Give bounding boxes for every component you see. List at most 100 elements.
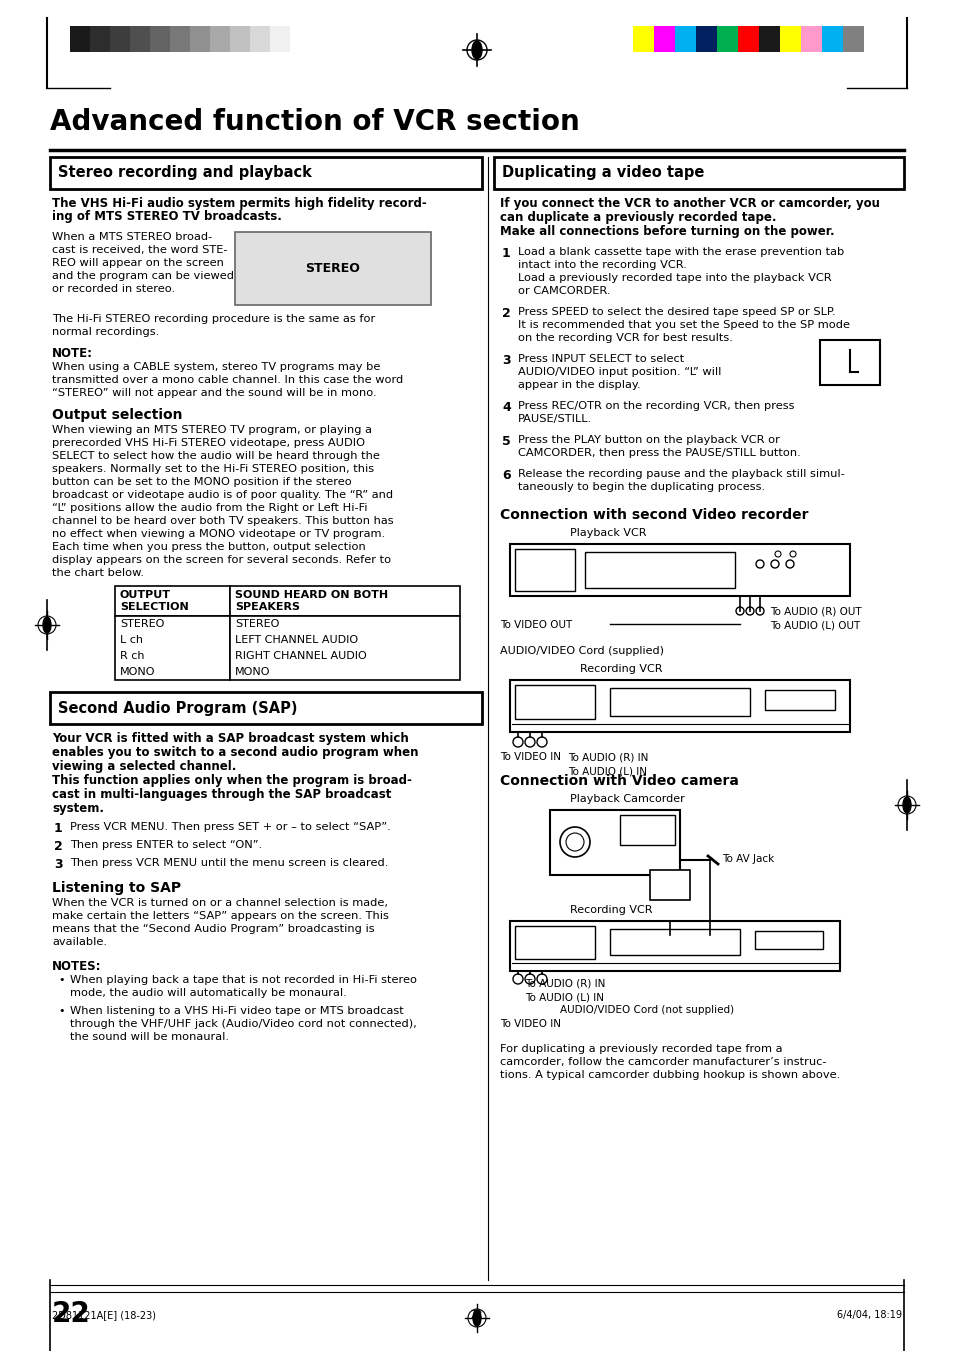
Text: 2: 2 bbox=[501, 307, 510, 320]
Text: the sound will be monaural.: the sound will be monaural. bbox=[70, 1032, 229, 1042]
Text: Stereo recording and playback: Stereo recording and playback bbox=[58, 166, 312, 181]
Text: STEREO: STEREO bbox=[305, 262, 360, 274]
Ellipse shape bbox=[559, 827, 589, 857]
Text: the chart below.: the chart below. bbox=[52, 567, 144, 578]
Text: 3: 3 bbox=[54, 858, 63, 871]
Text: For duplicating a previously recorded tape from a: For duplicating a previously recorded ta… bbox=[499, 1044, 781, 1054]
Text: cast is received, the word STE-: cast is received, the word STE- bbox=[52, 245, 227, 255]
Text: Release the recording pause and the playback still simul-: Release the recording pause and the play… bbox=[517, 469, 843, 480]
Text: 5: 5 bbox=[501, 435, 510, 449]
Text: Playback Camcorder: Playback Camcorder bbox=[569, 794, 684, 804]
Bar bbox=[210, 26, 230, 51]
Bar bbox=[115, 586, 230, 616]
Text: through the VHF/UHF jack (Audio/Video cord not connected),: through the VHF/UHF jack (Audio/Video co… bbox=[70, 1019, 416, 1029]
Bar bbox=[290, 26, 310, 51]
Text: Load a previously recorded tape into the playback VCR: Load a previously recorded tape into the… bbox=[517, 273, 831, 282]
Text: •: • bbox=[58, 1006, 65, 1016]
Bar bbox=[654, 26, 675, 51]
Text: viewing a selected channel.: viewing a selected channel. bbox=[52, 761, 236, 773]
Text: The VHS Hi-Fi audio system permits high fidelity record-: The VHS Hi-Fi audio system permits high … bbox=[52, 197, 426, 209]
Text: To AUDIO (L) OUT: To AUDIO (L) OUT bbox=[769, 620, 860, 630]
Bar bbox=[190, 26, 210, 51]
Text: no effect when viewing a MONO videotape or TV program.: no effect when viewing a MONO videotape … bbox=[52, 530, 385, 539]
Bar bbox=[820, 340, 879, 385]
Bar bbox=[584, 553, 734, 588]
Text: Press SPEED to select the desired tape speed SP or SLP.: Press SPEED to select the desired tape s… bbox=[517, 307, 835, 317]
Text: camcorder, follow the camcorder manufacturer’s instruc-: camcorder, follow the camcorder manufact… bbox=[499, 1056, 825, 1067]
Text: appear in the display.: appear in the display. bbox=[517, 380, 640, 390]
Text: Each time when you press the button, output selection: Each time when you press the button, out… bbox=[52, 542, 365, 553]
Bar bbox=[754, 931, 822, 948]
Bar bbox=[515, 925, 595, 959]
Text: To VIDEO OUT: To VIDEO OUT bbox=[499, 620, 572, 630]
Text: To AV Jack: To AV Jack bbox=[721, 854, 774, 865]
Bar bbox=[234, 232, 431, 305]
Bar bbox=[550, 811, 679, 875]
Text: If you connect the VCR to another VCR or camcorder, you: If you connect the VCR to another VCR or… bbox=[499, 197, 879, 209]
Text: system.: system. bbox=[52, 802, 104, 815]
Bar bbox=[821, 26, 842, 51]
Text: LEFT CHANNEL AUDIO: LEFT CHANNEL AUDIO bbox=[234, 635, 357, 644]
Text: Duplicating a video tape: Duplicating a video tape bbox=[501, 166, 703, 181]
Text: AUDIO/VIDEO Cord (not supplied): AUDIO/VIDEO Cord (not supplied) bbox=[559, 1005, 734, 1015]
Bar bbox=[494, 157, 903, 189]
Text: intact into the recording VCR.: intact into the recording VCR. bbox=[517, 259, 686, 270]
Bar bbox=[759, 26, 780, 51]
Bar bbox=[649, 870, 689, 900]
Text: NOTE:: NOTE: bbox=[52, 347, 92, 359]
Text: or recorded in stereo.: or recorded in stereo. bbox=[52, 284, 175, 295]
Text: MONO: MONO bbox=[120, 667, 155, 677]
Bar bbox=[619, 815, 675, 844]
Bar bbox=[510, 921, 840, 971]
Text: display appears on the screen for several seconds. Refer to: display appears on the screen for severa… bbox=[52, 555, 391, 565]
Text: To VIDEO IN: To VIDEO IN bbox=[499, 1019, 560, 1029]
Bar bbox=[50, 157, 481, 189]
Text: 6/4/04, 18:19: 6/4/04, 18:19 bbox=[836, 1310, 901, 1320]
Bar bbox=[738, 26, 759, 51]
Text: When playing back a tape that is not recorded in Hi-Fi stereo: When playing back a tape that is not rec… bbox=[70, 975, 416, 985]
Text: OUTPUT
SELECTION: OUTPUT SELECTION bbox=[120, 590, 189, 612]
Bar bbox=[780, 26, 801, 51]
Text: AUDIO/VIDEO input position. “L” will: AUDIO/VIDEO input position. “L” will bbox=[517, 367, 720, 377]
Bar bbox=[50, 692, 481, 724]
Bar bbox=[609, 688, 749, 716]
Text: To VIDEO IN: To VIDEO IN bbox=[499, 753, 560, 762]
Text: channel to be heard over both TV speakers. This button has: channel to be heard over both TV speaker… bbox=[52, 516, 394, 526]
Text: ing of MTS STEREO TV broadcasts.: ing of MTS STEREO TV broadcasts. bbox=[52, 209, 281, 223]
Text: speakers. Normally set to the Hi-Fi STEREO position, this: speakers. Normally set to the Hi-Fi STER… bbox=[52, 463, 374, 474]
Bar bbox=[150, 26, 170, 51]
Bar bbox=[115, 616, 230, 680]
Text: RIGHT CHANNEL AUDIO: RIGHT CHANNEL AUDIO bbox=[234, 651, 366, 661]
Text: transmitted over a mono cable channel. In this case the word: transmitted over a mono cable channel. I… bbox=[52, 376, 403, 385]
Text: CAMCORDER, then press the PAUSE/STILL button.: CAMCORDER, then press the PAUSE/STILL bu… bbox=[517, 449, 800, 458]
Text: This function applies only when the program is broad-: This function applies only when the prog… bbox=[52, 774, 412, 788]
Text: make certain the letters “SAP” appears on the screen. This: make certain the letters “SAP” appears o… bbox=[52, 911, 389, 921]
Text: When the VCR is turned on or a channel selection is made,: When the VCR is turned on or a channel s… bbox=[52, 898, 388, 908]
Text: 6: 6 bbox=[501, 469, 510, 482]
Text: Load a blank cassette tape with the erase prevention tab: Load a blank cassette tape with the eras… bbox=[517, 247, 843, 257]
Text: prerecorded VHS Hi-Fi STEREO videotape, press AUDIO: prerecorded VHS Hi-Fi STEREO videotape, … bbox=[52, 438, 365, 449]
Bar bbox=[110, 26, 130, 51]
Bar bbox=[633, 26, 654, 51]
Bar bbox=[230, 586, 459, 616]
Text: Press REC/OTR on the recording VCR, then press: Press REC/OTR on the recording VCR, then… bbox=[517, 401, 794, 411]
Ellipse shape bbox=[473, 1310, 480, 1325]
Text: 22: 22 bbox=[52, 1300, 91, 1328]
Text: SELECT to select how the audio will be heard through the: SELECT to select how the audio will be h… bbox=[52, 451, 379, 461]
Text: button can be set to the MONO position if the stereo: button can be set to the MONO position i… bbox=[52, 477, 352, 486]
Text: Then press VCR MENU until the menu screen is cleared.: Then press VCR MENU until the menu scree… bbox=[70, 858, 388, 867]
Bar bbox=[842, 26, 863, 51]
Text: 4: 4 bbox=[501, 401, 510, 413]
Bar bbox=[515, 549, 575, 590]
Bar bbox=[270, 26, 290, 51]
Ellipse shape bbox=[565, 834, 583, 851]
Bar bbox=[230, 26, 250, 51]
Bar bbox=[130, 26, 150, 51]
Bar bbox=[510, 680, 849, 732]
Bar bbox=[70, 26, 90, 51]
Text: To AUDIO (L) IN: To AUDIO (L) IN bbox=[524, 992, 603, 1002]
Text: “STEREO” will not appear and the sound will be in mono.: “STEREO” will not appear and the sound w… bbox=[52, 388, 376, 399]
Text: It is recommended that you set the Speed to the SP mode: It is recommended that you set the Speed… bbox=[517, 320, 849, 330]
Bar bbox=[696, 26, 717, 51]
Text: 22: 22 bbox=[470, 1310, 483, 1320]
